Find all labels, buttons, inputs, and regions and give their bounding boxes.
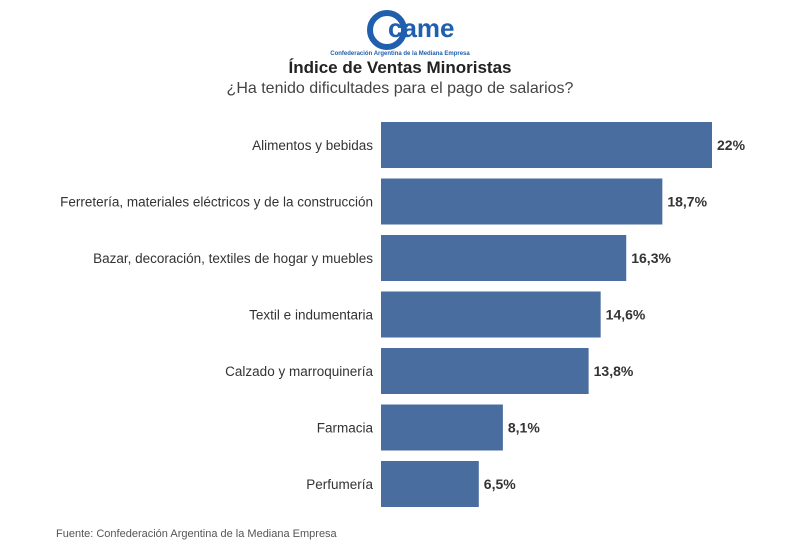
- value-label-ferreteria-materiales-electricos-y-de-la-construccion: 18,7%: [667, 194, 707, 210]
- bar-perfumeria: [381, 461, 479, 507]
- category-label-textil-e-indumentaria: Textil e indumentaria: [249, 308, 373, 323]
- value-label-alimentos-y-bebidas: 22%: [717, 137, 746, 153]
- bar-farmacia: [381, 404, 503, 451]
- category-label-bazar-decoracion-textiles-de-hogar-y-muebles: Bazar, decoración, textiles de hogar y m…: [93, 251, 373, 266]
- bar-alimentos-y-bebidas: [381, 122, 712, 168]
- value-label-bazar-decoracion-textiles-de-hogar-y-muebles: 16,3%: [631, 250, 671, 266]
- value-label-perfumeria: 6,5%: [484, 476, 516, 492]
- category-label-calzado-y-marroquineria: Calzado y marroquinería: [225, 364, 373, 379]
- bar-bazar-decoracion-textiles-de-hogar-y-muebles: [381, 235, 627, 281]
- bar-ferreteria-materiales-electricos-y-de-la-construccion: [381, 178, 663, 225]
- came-wordmark: came: [388, 13, 455, 43]
- came-logo-mark: came: [367, 10, 455, 50]
- source-note: Fuente: Confederación Argentina de la Me…: [56, 528, 337, 540]
- value-label-farmacia: 8,1%: [508, 420, 540, 436]
- category-label-perfumeria: Perfumería: [306, 477, 373, 492]
- category-label-farmacia: Farmacia: [317, 421, 374, 436]
- came-tagline: Confederación Argentina de la Mediana Em…: [330, 51, 470, 57]
- bar-calzado-y-marroquineria: [381, 348, 589, 394]
- chart-title: Índice de Ventas Minoristas: [288, 58, 512, 77]
- value-label-calzado-y-marroquineria: 13,8%: [594, 363, 634, 379]
- category-label-ferreteria-materiales-electricos-y-de-la-construccion: Ferretería, materiales eléctricos y de l…: [60, 195, 373, 210]
- chart-subtitle: ¿Ha tenido dificultades para el pago de …: [226, 80, 574, 97]
- came-logo: came Confederación Argentina de la Media…: [330, 10, 470, 57]
- value-label-textil-e-indumentaria: 14,6%: [606, 307, 646, 323]
- category-label-alimentos-y-bebidas: Alimentos y bebidas: [252, 138, 373, 153]
- bar-textil-e-indumentaria: [381, 291, 601, 338]
